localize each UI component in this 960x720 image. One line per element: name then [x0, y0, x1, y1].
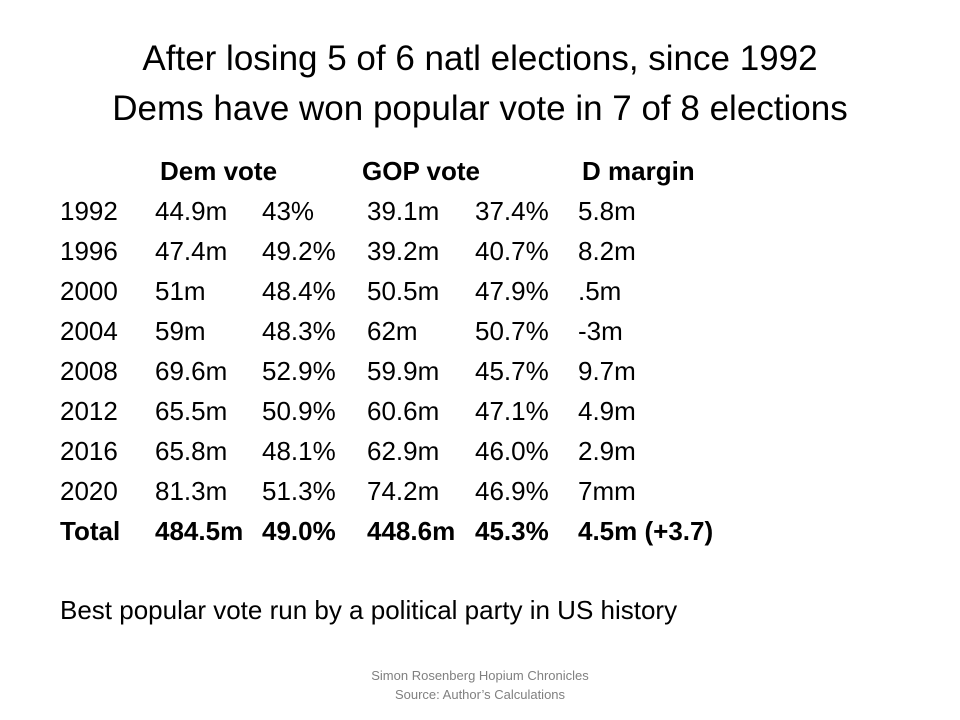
table-row: 2012 65.5m 50.9% 60.6m 47.1% 4.9m	[0, 391, 960, 431]
table-row: 2000 51m 48.4% 50.5m 47.9% .5m	[0, 271, 960, 311]
dem-votes-cell: 44.9m	[155, 196, 228, 226]
footer-source: Source: Author’s Calculations	[394, 687, 566, 702]
dem-votes-cell: 47.4m	[155, 236, 228, 266]
header-dem-vote: Dem vote	[160, 156, 278, 186]
year-cell: 2016	[60, 436, 118, 466]
dem-pct-cell: 50.9%	[262, 396, 336, 426]
dem-votes-cell: 51m	[155, 276, 206, 306]
dem-pct-cell: 52.9%	[262, 356, 336, 386]
table-row: 1992 44.9m 43% 39.1m 37.4% 5.8m	[0, 191, 960, 231]
dem-pct-cell: 43%	[262, 196, 315, 226]
table-row: 1996 47.4m 49.2% 39.2m 40.7% 8.2m	[0, 231, 960, 271]
table-row: 2008 69.6m 52.9% 59.9m 45.7% 9.7m	[0, 351, 960, 391]
dem-pct-cell: 49.0%	[262, 516, 336, 546]
gop-pct-cell: 47.9%	[475, 276, 549, 306]
gop-votes-cell: 60.6m	[367, 396, 440, 426]
slide-title-line-2: Dems have won popular vote in 7 of 8 ele…	[112, 89, 848, 128]
gop-votes-cell: 39.1m	[367, 196, 440, 226]
year-cell: 2012	[60, 396, 118, 426]
margin-cell: 9.7m	[578, 356, 636, 386]
year-cell: 1996	[60, 236, 118, 266]
table-total-row: Total 484.5m 49.0% 448.6m 45.3% 4.5m (+3.7)	[0, 511, 960, 551]
dem-pct-cell: 48.1%	[262, 436, 336, 466]
dem-votes-cell: 59m	[155, 316, 206, 346]
gop-pct-cell: 46.0%	[475, 436, 549, 466]
year-cell: 2000	[60, 276, 118, 306]
gop-pct-cell: 37.4%	[475, 196, 549, 226]
gop-votes-cell: 59.9m	[367, 356, 440, 386]
dem-pct-cell: 48.3%	[262, 316, 336, 346]
gop-pct-cell: 47.1%	[475, 396, 549, 426]
gop-pct-cell: 46.9%	[475, 476, 549, 506]
gop-votes-cell: 62m	[367, 316, 418, 346]
gop-votes-cell: 74.2m	[367, 476, 440, 506]
total-label-cell: Total	[60, 516, 121, 546]
margin-cell: 4.9m	[578, 396, 636, 426]
tagline: Best popular vote run by a political par…	[60, 595, 678, 625]
dem-votes-cell: 81.3m	[155, 476, 228, 506]
dem-pct-cell: 51.3%	[262, 476, 336, 506]
gop-votes-cell: 39.2m	[367, 236, 440, 266]
table-row: 2020 81.3m 51.3% 74.2m 46.9% 7mm	[0, 471, 960, 511]
dem-pct-cell: 48.4%	[262, 276, 336, 306]
dem-votes-cell: 484.5m	[155, 516, 244, 546]
dem-votes-cell: 69.6m	[155, 356, 228, 386]
slide-title-line-1: After losing 5 of 6 natl elections, sinc…	[142, 39, 818, 78]
dem-pct-cell: 49.2%	[262, 236, 336, 266]
dem-votes-cell: 65.5m	[155, 396, 228, 426]
year-cell: 2008	[60, 356, 118, 386]
footer-credit: Simon Rosenberg Hopium Chronicles	[371, 668, 589, 683]
gop-pct-cell: 50.7%	[475, 316, 549, 346]
table-row: 2016 65.8m 48.1% 62.9m 46.0% 2.9m	[0, 431, 960, 471]
margin-cell: .5m	[578, 276, 622, 306]
margin-cell: 4.5m (+3.7)	[578, 516, 714, 546]
gop-pct-cell: 45.3%	[475, 516, 549, 546]
gop-votes-cell: 62.9m	[367, 436, 440, 466]
margin-cell: 7mm	[578, 476, 636, 506]
gop-votes-cell: 50.5m	[367, 276, 440, 306]
margin-cell: 5.8m	[578, 196, 636, 226]
margin-cell: 2.9m	[578, 436, 636, 466]
gop-votes-cell: 448.6m	[367, 516, 456, 546]
margin-cell: -3m	[578, 316, 623, 346]
header-gop-vote: GOP vote	[362, 156, 481, 186]
margin-cell: 8.2m	[578, 236, 636, 266]
dem-votes-cell: 65.8m	[155, 436, 228, 466]
year-cell: 2004	[60, 316, 118, 346]
table-header: Dem vote GOP vote D margin	[0, 151, 960, 191]
year-cell: 1992	[60, 196, 118, 226]
gop-pct-cell: 45.7%	[475, 356, 549, 386]
year-cell: 2020	[60, 476, 118, 506]
header-d-margin: D margin	[582, 156, 695, 186]
table-row: 2004 59m 48.3% 62m 50.7% -3m	[0, 311, 960, 351]
gop-pct-cell: 40.7%	[475, 236, 549, 266]
